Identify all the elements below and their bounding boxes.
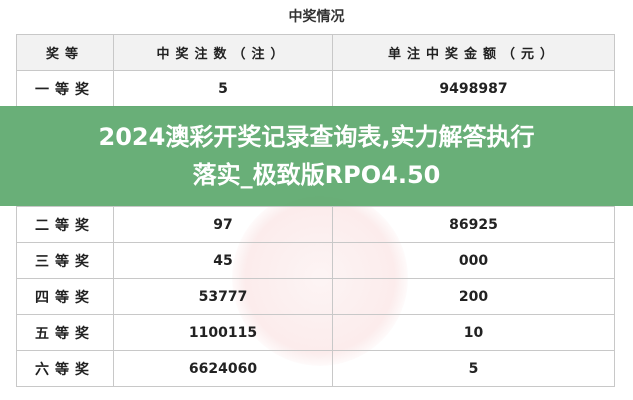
cell-level: 六等奖 xyxy=(16,350,114,387)
cell-count: 97 xyxy=(113,206,333,243)
cell-amount: 200 xyxy=(332,278,615,315)
header-count: 中奖注数（注） xyxy=(113,34,333,71)
table-row: 四等奖 53777 200 xyxy=(16,278,615,315)
headline-line-1: 2024澳彩开奖记录查询表,实力解答执行 xyxy=(98,123,535,151)
headline-banner xyxy=(0,106,633,206)
cell-level: 二等奖 xyxy=(16,206,114,243)
table-row: 一等奖 5 9498987 xyxy=(16,70,615,107)
prize-table-continued: 二等奖 97 86925 三等奖 45 000 四等奖 53777 200 五等… xyxy=(16,206,615,387)
header-amount: 单注中奖金额（元） xyxy=(332,34,615,71)
cell-amount: 9498987 xyxy=(332,70,615,107)
table-row: 三等奖 45 000 xyxy=(16,242,615,279)
headline[interactable]: 2024澳彩开奖记录查询表,实力解答执行 落实_极致版RPO4.50 xyxy=(0,118,633,194)
table-row: 二等奖 97 86925 xyxy=(16,206,615,243)
headline-line-2: 落实_极致版RPO4.50 xyxy=(192,161,441,189)
cell-count: 45 xyxy=(113,242,333,279)
cell-count: 6624060 xyxy=(113,350,333,387)
header-level: 奖等 xyxy=(16,34,114,71)
cell-count: 53777 xyxy=(113,278,333,315)
cell-count: 1100115 xyxy=(113,314,333,351)
cell-amount: 10 xyxy=(332,314,615,351)
cell-amount: 86925 xyxy=(332,206,615,243)
cell-amount: 000 xyxy=(332,242,615,279)
cell-level: 一等奖 xyxy=(16,70,114,107)
table-row: 六等奖 6624060 5 xyxy=(16,350,615,387)
table-title: 中奖情况 xyxy=(288,9,345,25)
cell-level: 四等奖 xyxy=(16,278,114,315)
table-header-row: 奖等 中奖注数（注） 单注中奖金额（元） xyxy=(16,34,615,71)
cell-level: 三等奖 xyxy=(16,242,114,279)
cell-count: 5 xyxy=(113,70,333,107)
table-row: 五等奖 1100115 10 xyxy=(16,314,615,351)
cell-amount: 5 xyxy=(332,350,615,387)
prize-table: 奖等 中奖注数（注） 单注中奖金额（元） 一等奖 5 9498987 xyxy=(16,34,615,107)
cell-level: 五等奖 xyxy=(16,314,114,351)
